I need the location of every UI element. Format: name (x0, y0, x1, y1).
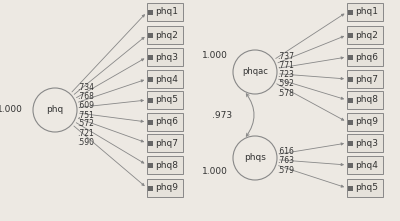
Bar (348, 10, 353, 15)
Text: 1.000: 1.000 (202, 168, 228, 177)
Bar (148, 10, 153, 15)
Bar (348, 185, 353, 191)
Text: phq8: phq8 (356, 95, 378, 105)
Text: .763: .763 (277, 156, 294, 166)
Bar (148, 76, 153, 82)
Text: 1.000: 1.000 (0, 105, 23, 114)
Text: phq1: phq1 (356, 8, 378, 17)
Text: phq5: phq5 (356, 183, 378, 192)
Text: .590: .590 (77, 138, 94, 147)
Bar (147, 113, 183, 131)
Circle shape (33, 88, 77, 132)
Text: .768: .768 (77, 92, 94, 101)
Text: phq3: phq3 (356, 139, 378, 147)
Text: phq7: phq7 (356, 74, 378, 84)
Text: phq3: phq3 (156, 53, 178, 61)
Text: .751: .751 (77, 110, 94, 120)
Text: 1.000: 1.000 (202, 51, 228, 59)
Bar (148, 185, 153, 191)
Bar (148, 55, 153, 59)
FancyArrowPatch shape (246, 94, 254, 136)
Text: phq5: phq5 (156, 95, 178, 105)
Bar (347, 134, 383, 152)
Bar (347, 70, 383, 88)
Bar (147, 179, 183, 197)
Text: .771: .771 (277, 61, 294, 70)
Text: .723: .723 (277, 70, 294, 79)
Bar (347, 156, 383, 174)
Bar (147, 91, 183, 109)
Text: .734: .734 (77, 83, 94, 92)
Text: .572: .572 (77, 119, 94, 128)
Text: .616: .616 (277, 147, 294, 156)
Bar (348, 76, 353, 82)
Text: phq: phq (46, 105, 64, 114)
Text: phq6: phq6 (356, 53, 378, 61)
Bar (147, 48, 183, 66)
Text: phq6: phq6 (156, 118, 178, 126)
Text: .973: .973 (212, 110, 232, 120)
Bar (148, 141, 153, 145)
Text: phqac: phqac (242, 67, 268, 76)
Text: .737: .737 (277, 52, 294, 61)
Text: .579: .579 (277, 166, 294, 175)
Bar (347, 26, 383, 44)
Bar (348, 141, 353, 145)
Bar (147, 26, 183, 44)
Bar (147, 70, 183, 88)
Bar (348, 32, 353, 38)
Bar (348, 97, 353, 103)
Bar (148, 120, 153, 124)
Text: .578: .578 (277, 88, 294, 97)
Bar (148, 97, 153, 103)
Text: phq8: phq8 (156, 160, 178, 170)
Bar (347, 91, 383, 109)
Text: .609: .609 (77, 101, 94, 110)
Bar (348, 120, 353, 124)
Text: phqs: phqs (244, 154, 266, 162)
Bar (348, 55, 353, 59)
Text: phq4: phq4 (356, 160, 378, 170)
Text: phq1: phq1 (156, 8, 178, 17)
Bar (347, 3, 383, 21)
Bar (147, 156, 183, 174)
Bar (347, 179, 383, 197)
Bar (147, 3, 183, 21)
Bar (347, 48, 383, 66)
Bar (348, 162, 353, 168)
Text: phq2: phq2 (356, 30, 378, 40)
Circle shape (233, 50, 277, 94)
Text: phq9: phq9 (156, 183, 178, 192)
Bar (148, 32, 153, 38)
Bar (347, 113, 383, 131)
Text: phq9: phq9 (356, 118, 378, 126)
Text: .721: .721 (77, 129, 94, 138)
Circle shape (233, 136, 277, 180)
Bar (148, 162, 153, 168)
Text: phq4: phq4 (156, 74, 178, 84)
Text: phq7: phq7 (156, 139, 178, 147)
Text: phq2: phq2 (156, 30, 178, 40)
Bar (147, 134, 183, 152)
Text: .592: .592 (277, 79, 294, 88)
